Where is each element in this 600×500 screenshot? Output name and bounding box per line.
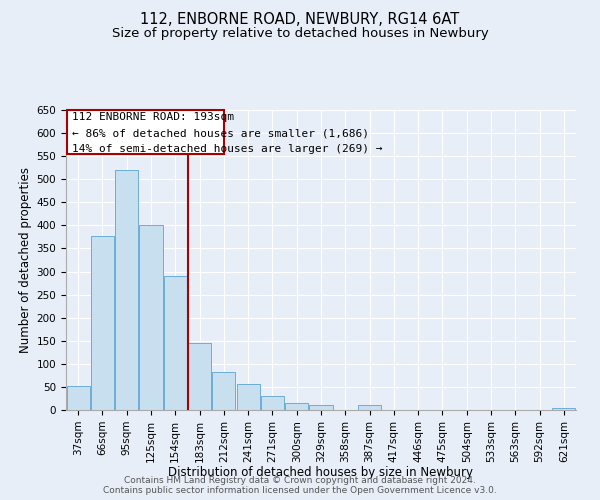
Bar <box>310 405 332 410</box>
Bar <box>285 403 308 410</box>
Bar <box>358 406 381 410</box>
Bar <box>139 226 163 410</box>
Bar <box>236 384 260 410</box>
Bar <box>188 343 211 410</box>
Text: 112 ENBORNE ROAD: 193sqm: 112 ENBORNE ROAD: 193sqm <box>73 112 235 122</box>
Bar <box>553 408 575 410</box>
Bar <box>91 236 114 410</box>
Text: ← 86% of detached houses are smaller (1,686): ← 86% of detached houses are smaller (1,… <box>73 128 370 138</box>
Text: Contains public sector information licensed under the Open Government Licence v3: Contains public sector information licen… <box>103 486 497 495</box>
X-axis label: Distribution of detached houses by size in Newbury: Distribution of detached houses by size … <box>169 466 473 479</box>
Y-axis label: Number of detached properties: Number of detached properties <box>19 167 32 353</box>
Bar <box>164 276 187 410</box>
Bar <box>261 396 284 410</box>
Bar <box>212 372 235 410</box>
Text: Size of property relative to detached houses in Newbury: Size of property relative to detached ho… <box>112 28 488 40</box>
Text: 112, ENBORNE ROAD, NEWBURY, RG14 6AT: 112, ENBORNE ROAD, NEWBURY, RG14 6AT <box>140 12 460 28</box>
Text: Contains HM Land Registry data © Crown copyright and database right 2024.: Contains HM Land Registry data © Crown c… <box>124 476 476 485</box>
FancyBboxPatch shape <box>67 110 224 154</box>
Bar <box>67 386 89 410</box>
Text: 14% of semi-detached houses are larger (269) →: 14% of semi-detached houses are larger (… <box>73 144 383 154</box>
Bar <box>115 170 138 410</box>
